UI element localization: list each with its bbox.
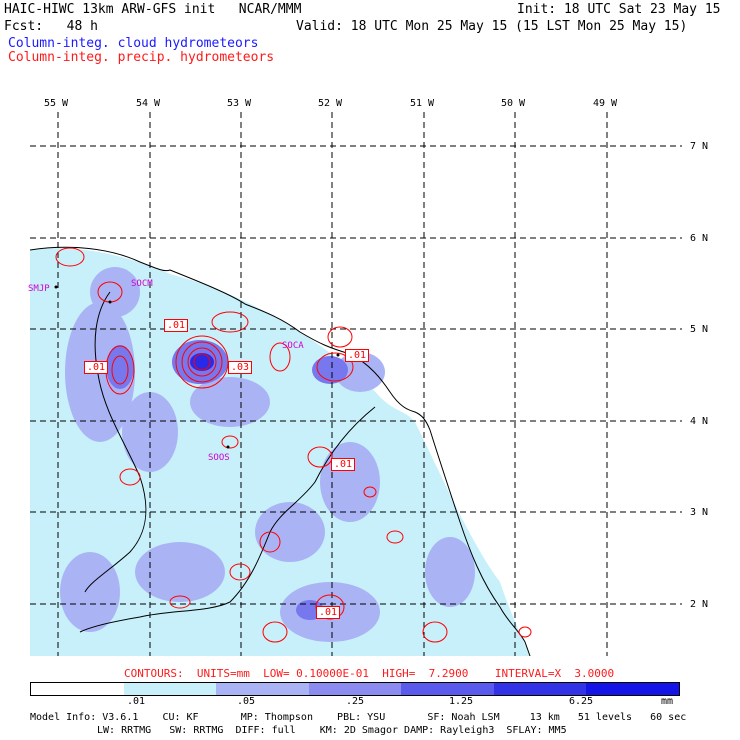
colorbar-label: .01 — [127, 696, 146, 707]
contour-label: .01 — [84, 361, 109, 374]
lon-label: 52 W — [318, 98, 343, 109]
contour-label: .01 — [345, 349, 370, 362]
contour-label: .01 — [331, 458, 356, 471]
forecast-hour: Fcst: 48 h — [4, 19, 98, 34]
station-marker — [108, 300, 112, 304]
station-label: SOOS — [208, 453, 230, 463]
init-time: Init: 18 UTC Sat 23 May 15 — [517, 2, 721, 17]
lat-label: 6 N — [690, 233, 709, 244]
colorbar-segment — [31, 683, 124, 695]
lon-label: 55 W — [44, 98, 69, 109]
colorbar-segment — [123, 683, 217, 695]
lat-lon-grid — [30, 112, 682, 656]
contours-info: CONTOURS: UNITS=mm LOW= 0.10000E-01 HIGH… — [124, 667, 615, 680]
model-info-line2: LW: RRTMG SW: RRTMG DIFF: full KM: 2D Sm… — [97, 725, 567, 736]
field-precip-label: Column-integ. precip. hydrometeors — [8, 50, 275, 65]
station-marker — [54, 285, 58, 289]
colorbar-segment — [401, 683, 494, 695]
colorbar-segment — [586, 683, 680, 695]
model-title: HAIC-HIWC 13km ARW-GFS init NCAR/MMM — [4, 2, 302, 17]
station-label: SMJP — [28, 284, 50, 294]
lat-label: 3 N — [690, 507, 709, 518]
border-line — [79, 406, 376, 633]
lon-label: 50 W — [501, 98, 526, 109]
lon-label: 54 W — [136, 98, 161, 109]
lat-label: 4 N — [690, 416, 709, 427]
colorbar-label: .05 — [237, 696, 256, 707]
map-plot — [30, 112, 682, 656]
colorbar-segment — [216, 683, 309, 695]
colorbar-label: .25 — [346, 696, 365, 707]
field-cloud-label: Column-integ. cloud hydrometeors — [8, 36, 259, 51]
station-label: SOCM — [131, 279, 153, 289]
cloud-core — [190, 353, 214, 371]
colorbar-segment — [493, 683, 587, 695]
lat-label: 5 N — [690, 324, 709, 335]
model-info-line1: Model Info: V3.6.1 CU: KF MP: Thompson P… — [30, 712, 687, 723]
valid-time: Valid: 18 UTC Mon 25 May 15 (15 LST Mon … — [296, 19, 688, 34]
station-marker — [226, 445, 230, 449]
contour-label: .01 — [164, 319, 189, 332]
lat-label: 2 N — [690, 599, 709, 610]
colorbar-segment — [308, 683, 402, 695]
lon-label: 49 W — [593, 98, 618, 109]
lon-label: 53 W — [227, 98, 252, 109]
colorbar-label: 6.25 — [569, 696, 594, 707]
station-label: SOCA — [282, 341, 304, 351]
coastline — [30, 246, 531, 656]
lon-label: 51 W — [410, 98, 435, 109]
lat-label: 7 N — [690, 141, 709, 152]
colorbar-label: 1.25 — [449, 696, 474, 707]
colorbar — [30, 682, 680, 696]
contour-label: .01 — [316, 606, 341, 619]
colorbar-units: mm — [661, 696, 674, 707]
station-marker — [336, 353, 340, 357]
contour-label: .03 — [228, 361, 253, 374]
